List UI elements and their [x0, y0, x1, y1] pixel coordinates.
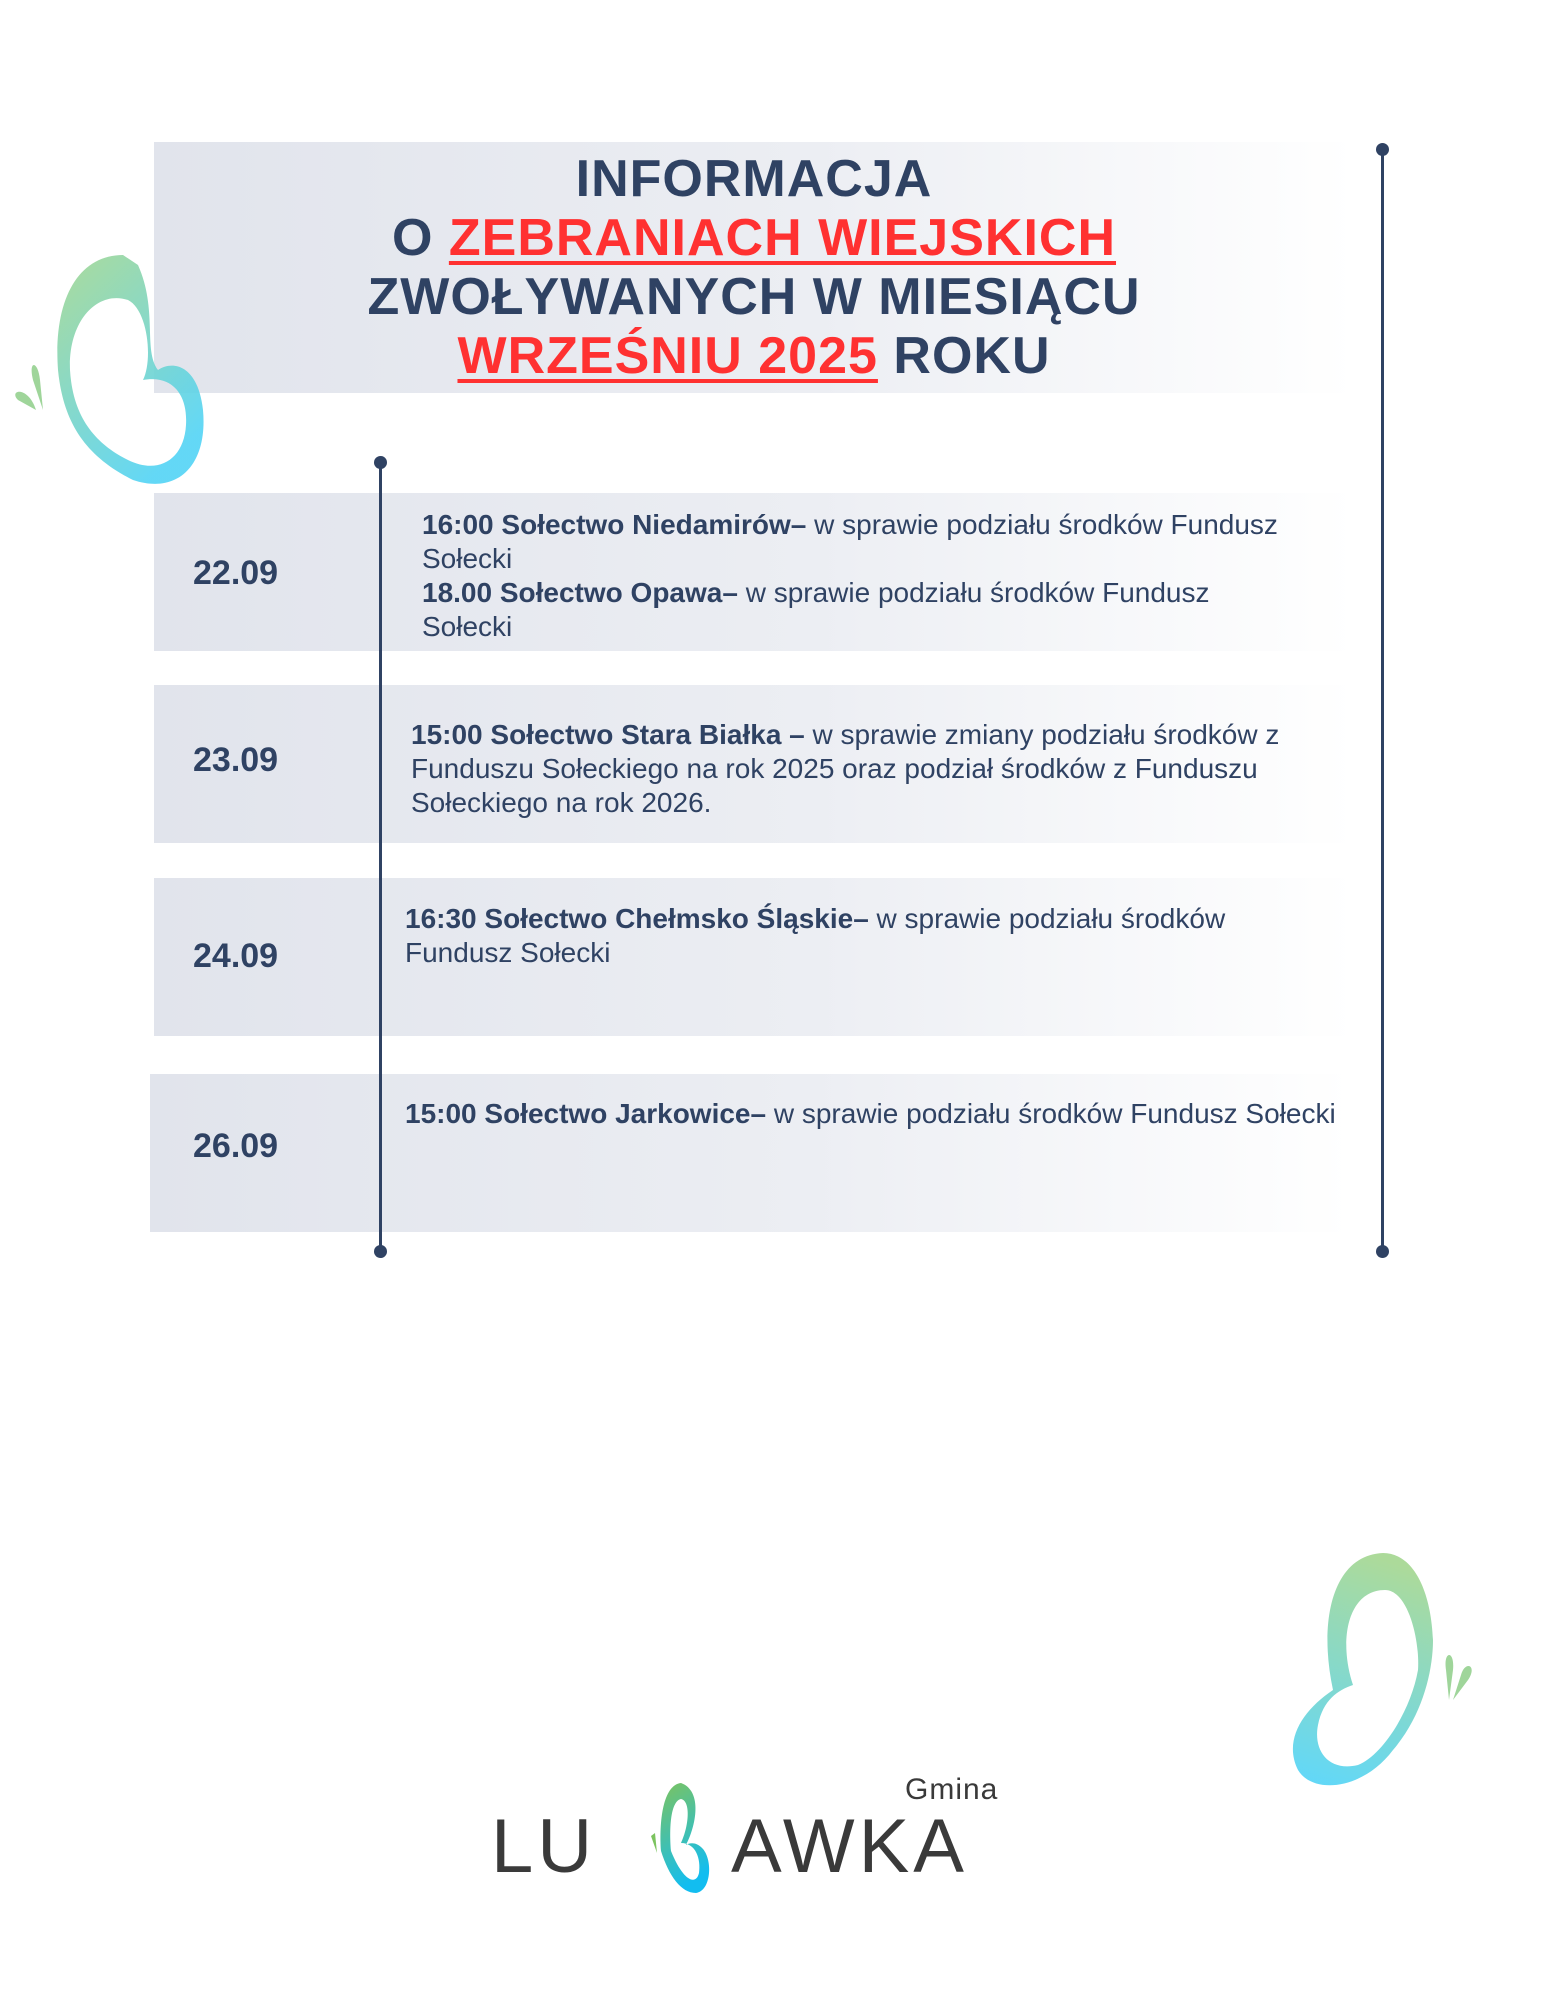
border-dot	[1376, 1245, 1389, 1258]
meeting-entry: 16:00 Sołectwo Niedamirów– w sprawie pod…	[422, 508, 1342, 576]
entry-title: 16:30 Sołectwo Chełmsko Śląskie–	[405, 903, 869, 934]
logo-gmina-text: Gmina	[905, 1773, 999, 1806]
header-band	[154, 142, 1354, 393]
meeting-row	[154, 685, 1354, 843]
page-title: INFORMACJA O ZEBRANIACH WIEJSKICH ZWOŁYW…	[154, 150, 1354, 386]
timeline-dot	[374, 456, 387, 469]
meeting-date: 26.09	[193, 1127, 279, 1165]
entry-title: 15:00 Sołectwo Stara Białka –	[411, 719, 805, 750]
logo-right-text: AWKA	[731, 1804, 968, 1889]
title-prefix: O	[391, 209, 449, 267]
butterfly-icon	[15, 255, 204, 484]
timeline-dot	[374, 1245, 387, 1258]
gmina-lubawka-logo: Gmina LU AWKA	[491, 1773, 1031, 1893]
title-suffix: ROKU	[877, 327, 1051, 385]
entry-text: w sprawie podziału środków Fundusz Sołec…	[422, 509, 1278, 574]
meeting-entry: 15:00 Sołectwo Jarkowice– w sprawie podz…	[405, 1097, 1355, 1131]
entry-text: w sprawie zmiany podziału środków z Fund…	[411, 719, 1280, 818]
border-dot	[1376, 143, 1389, 156]
title-highlight: ZEBRANIACH WIEJSKICH	[448, 209, 1117, 267]
meeting-date: 22.09	[193, 554, 279, 592]
entry-text: w sprawie podziału środków Fundusz Sołec…	[422, 577, 1210, 642]
title-line-3: ZWOŁYWANYCH W MIESIĄCU	[367, 268, 1141, 326]
logo-left-text: LU	[491, 1804, 597, 1889]
entry-text: w sprawie podziału środków Fundusz Sołec…	[405, 903, 1226, 968]
meeting-row	[150, 1074, 1350, 1232]
butterfly-icon	[1292, 1553, 1472, 1786]
title-line-2: O ZEBRANIACH WIEJSKICH	[154, 209, 1354, 268]
meeting-entry: 16:30 Sołectwo Chełmsko Śląskie– w spraw…	[405, 902, 1325, 970]
title-month-highlight: WRZEŚNIU 2025	[457, 327, 878, 385]
meeting-date: 23.09	[193, 741, 279, 779]
title-line-4: WRZEŚNIU 2025 ROKU	[154, 327, 1354, 386]
entry-title: 15:00 Sołectwo Jarkowice–	[405, 1098, 767, 1129]
border-line	[1381, 149, 1384, 1251]
entry-title: 16:00 Sołectwo Niedamirów–	[422, 509, 807, 540]
entry-text: w sprawie podziału środków Fundusz Sołec…	[766, 1098, 1336, 1129]
title-line-1: INFORMACJA	[575, 150, 933, 208]
meeting-entry: 15:00 Sołectwo Stara Białka – w sprawie …	[411, 718, 1311, 820]
meeting-date: 24.09	[193, 937, 279, 975]
meeting-row	[154, 878, 1354, 1036]
timeline-line	[379, 462, 382, 1251]
butterfly-icon	[651, 1783, 710, 1893]
entry-title: 18.00 Sołectwo Opawa–	[422, 577, 738, 608]
meeting-entry: 18.00 Sołectwo Opawa– w sprawie podziału…	[422, 576, 1262, 644]
meeting-row	[154, 493, 1354, 651]
